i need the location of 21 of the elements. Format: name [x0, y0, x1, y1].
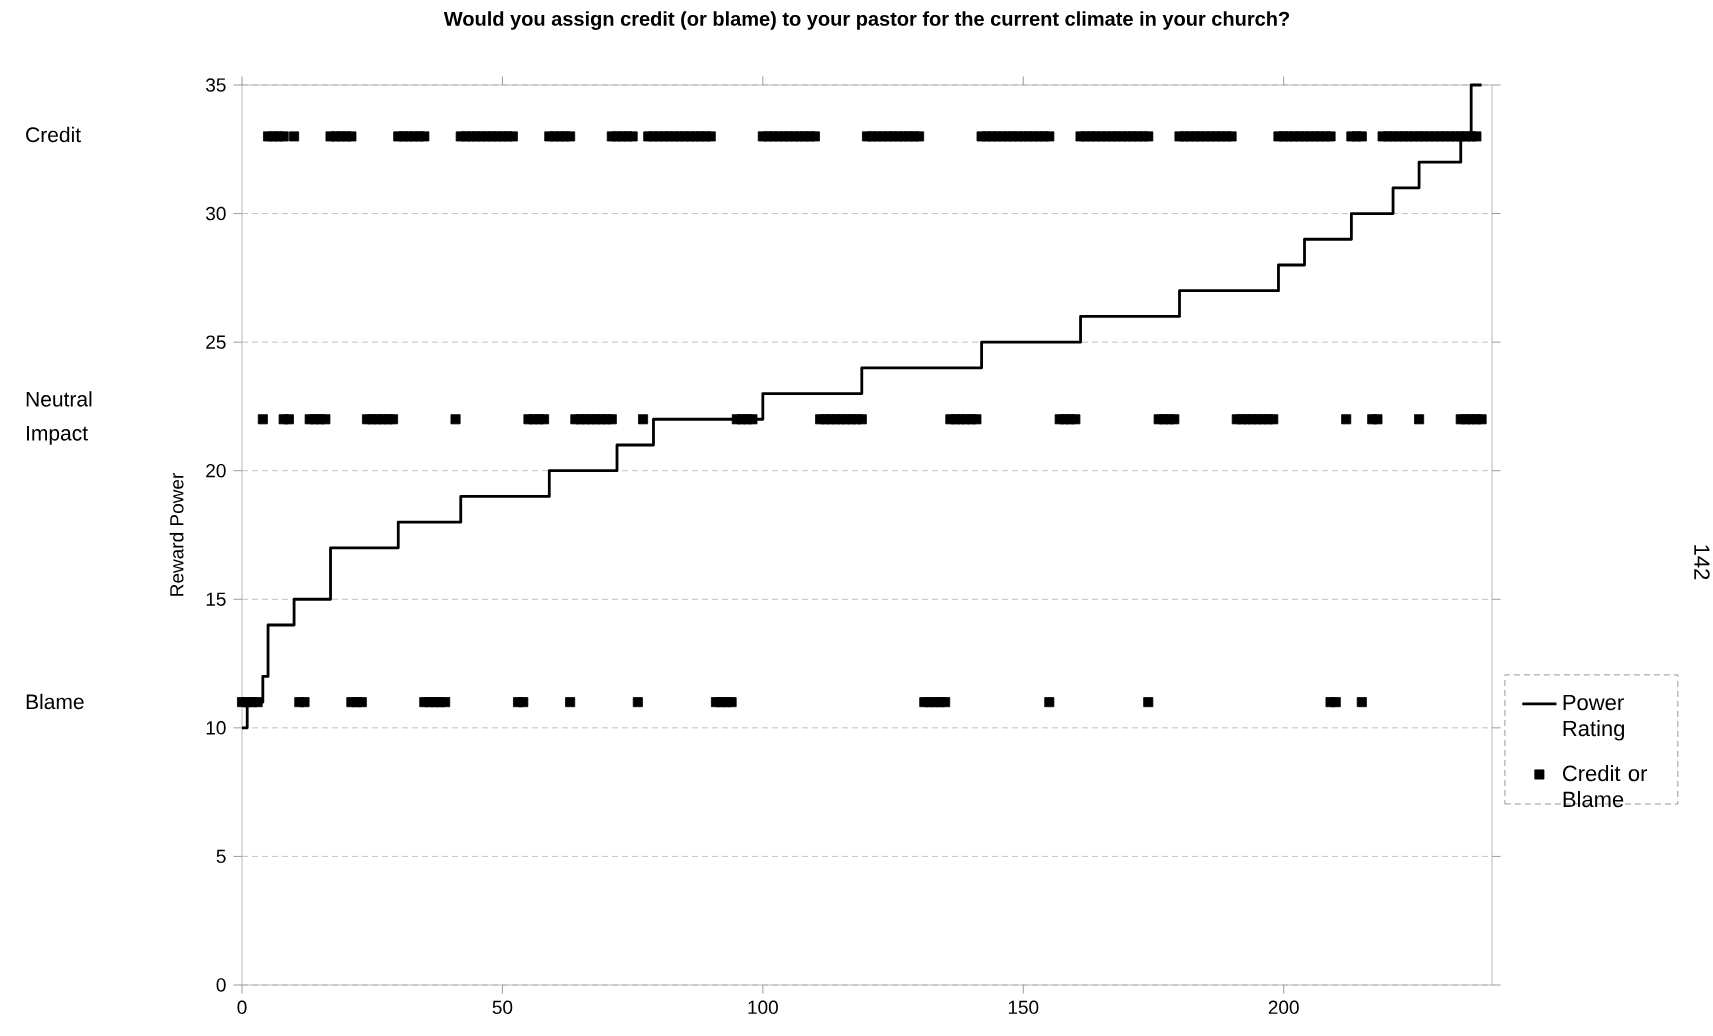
y-tick-label: 5 — [216, 849, 226, 864]
y-tick-label: 35 — [205, 78, 226, 92]
chart-title: Would you assign credit (or blame) to your pastor for the current climate in your church? — [443, 11, 1290, 30]
y-tick-label: 25 — [206, 335, 226, 349]
y-tick-label: 20 — [206, 463, 226, 478]
x-tick-label: 100 — [748, 1000, 778, 1015]
text: Blame — [26, 693, 84, 710]
x-tick-label: 50 — [492, 1000, 513, 1015]
x-tick-label: 200 — [1268, 1000, 1299, 1015]
y-tick-label: 0 — [216, 978, 226, 992]
y-tick-label: 10 — [206, 721, 226, 735]
legend-label: Power Rating — [1563, 694, 1625, 741]
y-tick-label: 15 — [206, 592, 226, 606]
legend-label: Credit or Blame — [1562, 765, 1648, 808]
y-tick-label: 30 — [205, 206, 226, 221]
text: 142 — [1694, 545, 1710, 580]
text: Credit — [26, 126, 81, 143]
text: Neutral Impact — [26, 391, 92, 445]
y-axis-title: Reward Power — [169, 473, 184, 596]
x-tick-label: 150 — [1008, 1000, 1039, 1015]
x-tick-label: 0 — [237, 1000, 247, 1015]
